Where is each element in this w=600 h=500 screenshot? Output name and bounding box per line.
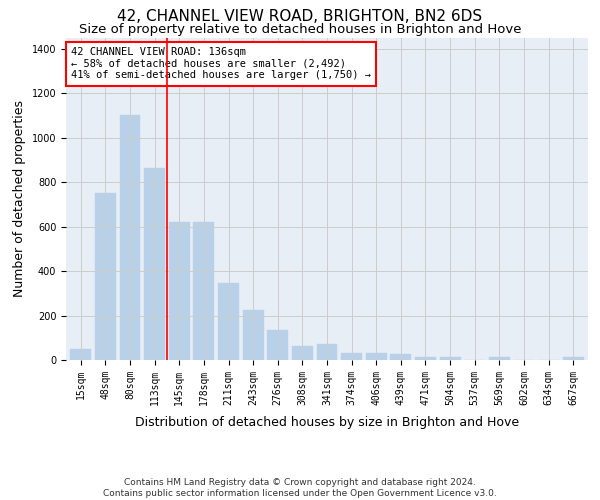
Bar (317, 344, 337, 360)
Y-axis label: Number of detached properties: Number of detached properties (13, 100, 26, 297)
Bar (119, 116, 140, 360)
Bar (70, 349, 91, 360)
Text: Size of property relative to detached houses in Brighton and Hove: Size of property relative to detached ho… (79, 22, 521, 36)
X-axis label: Distribution of detached houses by size in Brighton and Hove: Distribution of detached houses by size … (135, 416, 519, 429)
Bar (440, 356, 461, 360)
Bar (563, 358, 584, 360)
Bar (366, 354, 387, 360)
Bar (341, 353, 362, 360)
Text: 42, CHANNEL VIEW ROAD, BRIGHTON, BN2 6DS: 42, CHANNEL VIEW ROAD, BRIGHTON, BN2 6DS (118, 9, 482, 24)
Bar (292, 346, 313, 360)
Bar (489, 358, 510, 360)
Bar (169, 222, 190, 360)
Bar (242, 310, 263, 360)
Bar (267, 330, 288, 360)
Bar (415, 356, 436, 360)
Bar (95, 193, 116, 360)
Bar (218, 284, 239, 360)
Text: Contains HM Land Registry data © Crown copyright and database right 2024.
Contai: Contains HM Land Registry data © Crown c… (103, 478, 497, 498)
Bar (144, 168, 165, 360)
Bar (193, 222, 214, 360)
Text: 42 CHANNEL VIEW ROAD: 136sqm
← 58% of detached houses are smaller (2,492)
41% of: 42 CHANNEL VIEW ROAD: 136sqm ← 58% of de… (71, 47, 371, 80)
Bar (391, 354, 412, 360)
